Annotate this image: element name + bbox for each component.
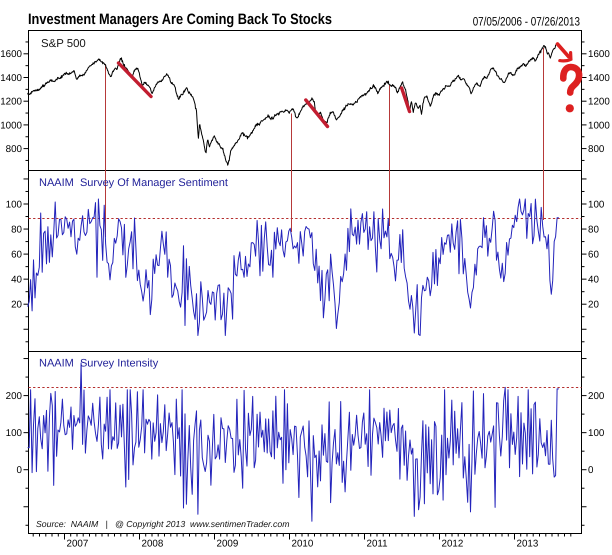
svg-text:0: 0 (17, 465, 23, 476)
svg-text:20: 20 (11, 300, 22, 311)
svg-text:60: 60 (588, 250, 599, 261)
svg-text:Source: NAAIM | @ Copyrig: Source: NAAIM | @ Copyright 2013 www.sen… (36, 519, 289, 529)
svg-text:2013: 2013 (517, 539, 539, 550)
svg-text:100: 100 (588, 199, 605, 210)
svg-text:800: 800 (6, 144, 23, 155)
svg-text:S&P 500: S&P 500 (41, 38, 86, 50)
svg-text:07/05/2006 - 07/26/2013: 07/05/2006 - 07/26/2013 (473, 14, 580, 28)
svg-text:1200: 1200 (588, 97, 610, 108)
svg-text:1000: 1000 (588, 120, 610, 131)
svg-text:1000: 1000 (0, 120, 22, 131)
svg-text:100: 100 (6, 199, 23, 210)
svg-text:800: 800 (588, 144, 605, 155)
svg-text:2008: 2008 (142, 539, 164, 550)
svg-text:1600: 1600 (0, 49, 22, 60)
svg-text:60: 60 (11, 250, 22, 261)
svg-text:2011: 2011 (367, 539, 388, 550)
svg-text:1200: 1200 (0, 97, 22, 108)
svg-text:Investment Managers Are Coming: Investment Managers Are Coming Back To S… (28, 11, 332, 28)
svg-text:2007: 2007 (67, 539, 89, 550)
svg-text:0: 0 (588, 465, 594, 476)
svg-text:2012: 2012 (442, 539, 464, 550)
svg-text:2010: 2010 (292, 539, 314, 550)
svg-text:2009: 2009 (217, 539, 239, 550)
svg-text:20: 20 (588, 300, 599, 311)
svg-text:200: 200 (588, 391, 605, 402)
svg-text:100: 100 (588, 428, 605, 439)
svg-text:100: 100 (6, 428, 23, 439)
svg-text:1600: 1600 (588, 49, 610, 60)
svg-text:40: 40 (11, 275, 22, 286)
svg-text:200: 200 (6, 391, 23, 402)
svg-text:80: 80 (11, 225, 22, 236)
svg-text:40: 40 (588, 275, 599, 286)
svg-text:80: 80 (588, 225, 599, 236)
svg-text:1400: 1400 (588, 73, 610, 84)
svg-text:NAAIM Survey Intensity: NAAIM Survey Intensity (39, 358, 159, 370)
svg-text:1400: 1400 (0, 73, 22, 84)
svg-text:NAAIM Survey Of Manager Senti: NAAIM Survey Of Manager Sentiment (39, 177, 228, 189)
